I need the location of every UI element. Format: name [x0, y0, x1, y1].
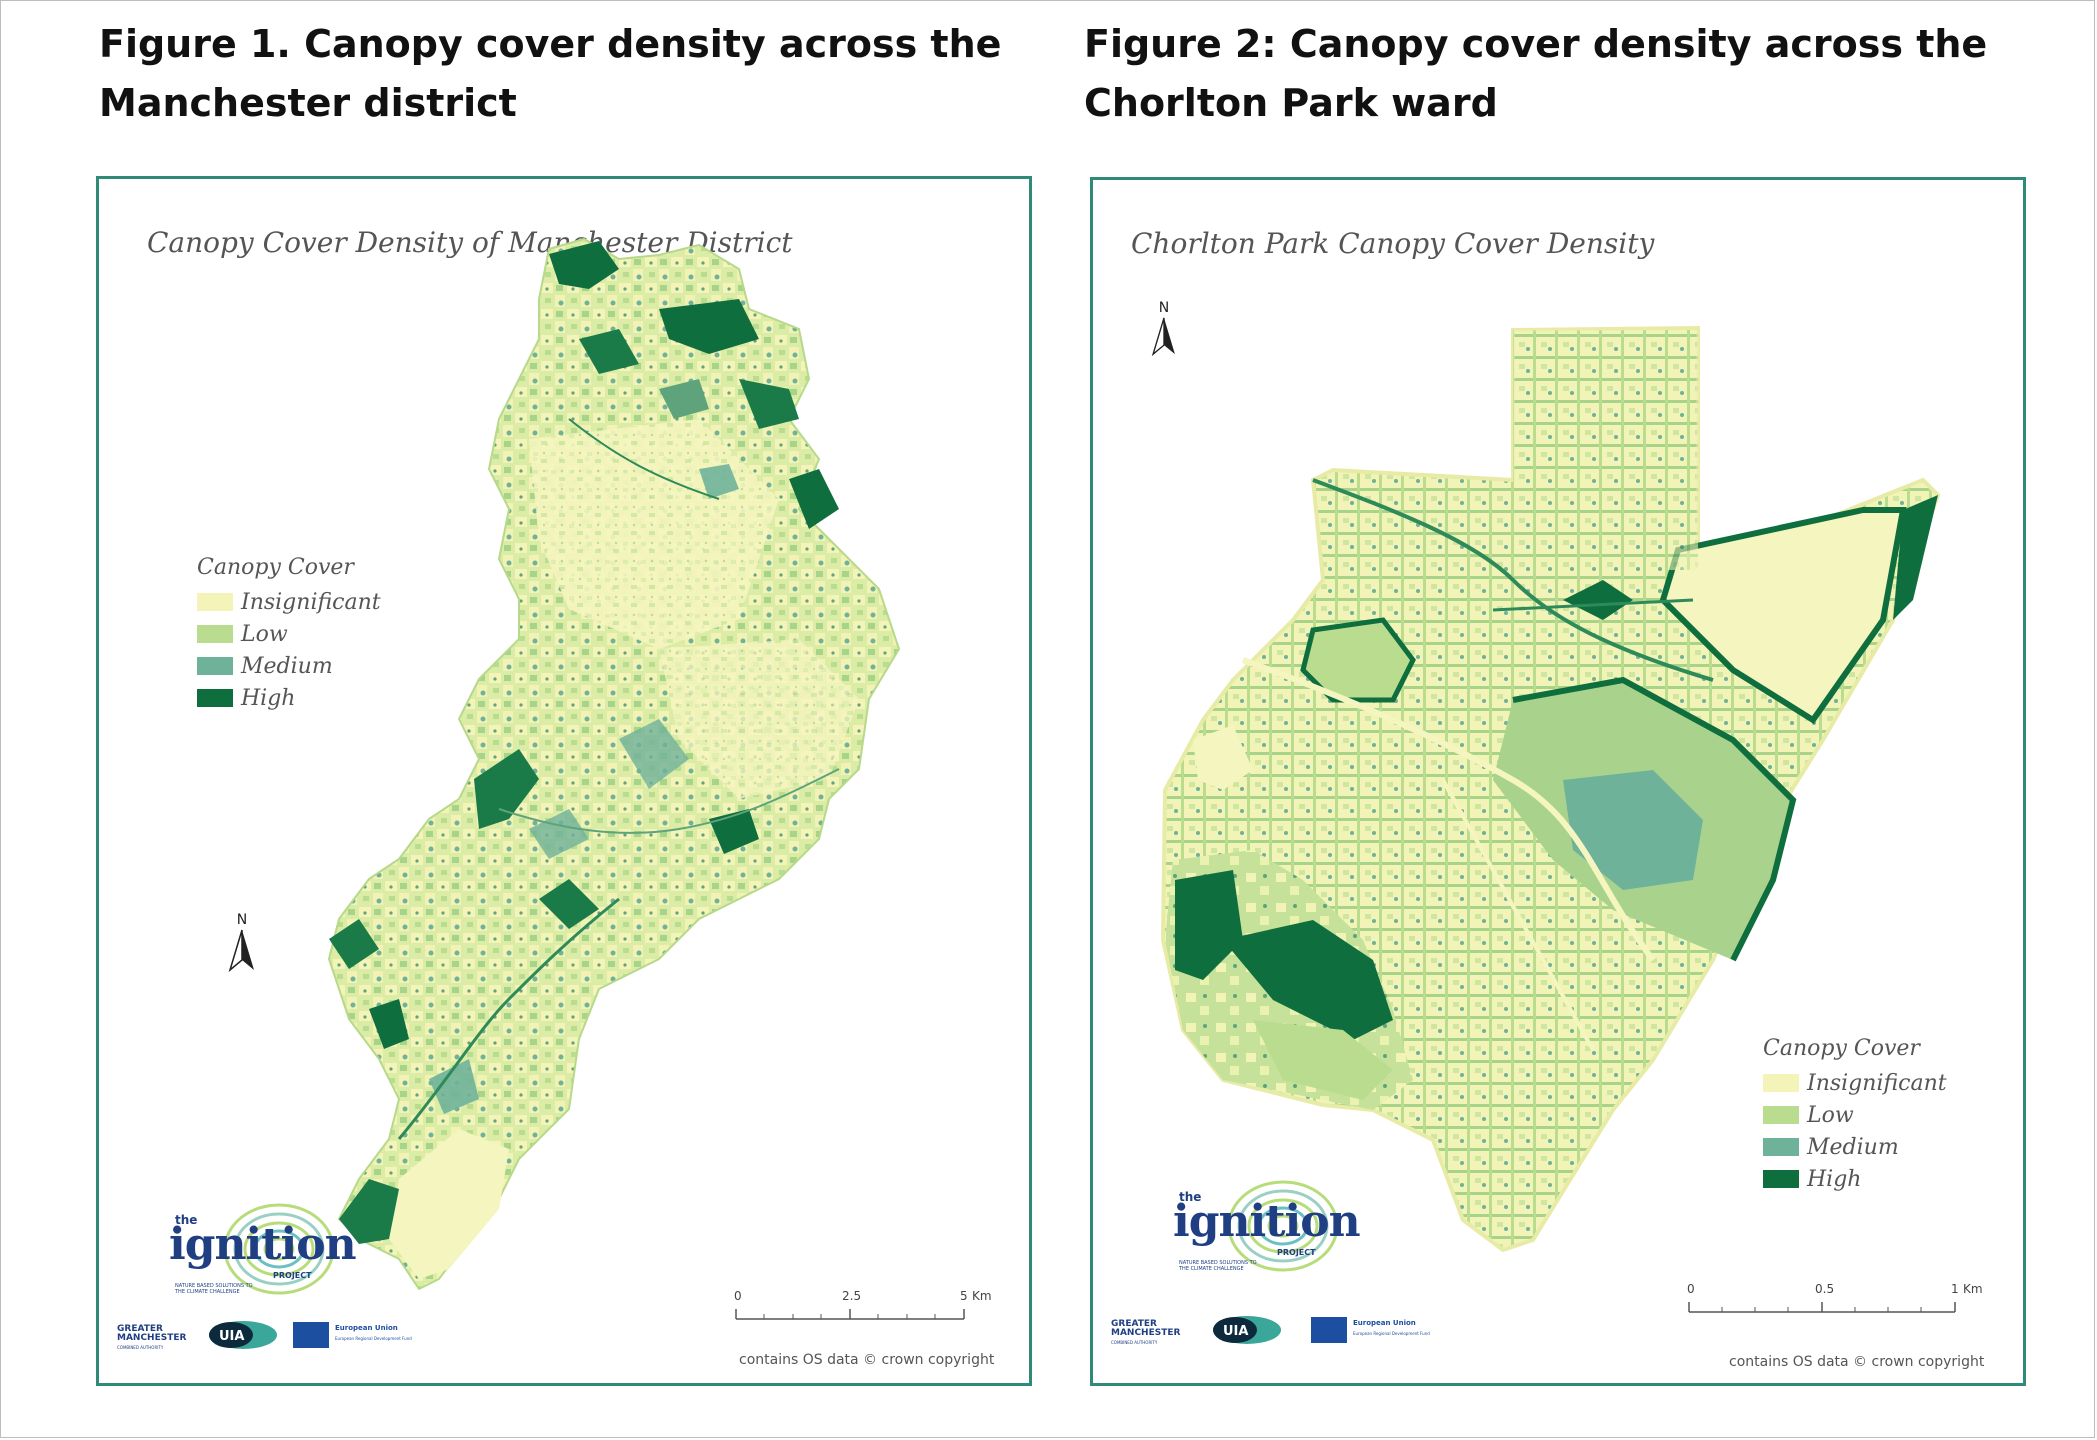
- scale-tick-0: 0: [734, 1289, 742, 1303]
- legend-item-medium: Medium: [1763, 1131, 1947, 1163]
- figure1-ignition-logo: the ignition PROJECT NATURE BASED SOLUTI…: [169, 1199, 357, 1299]
- scale-tick-0: 0: [1687, 1282, 1695, 1296]
- gm-logo-sub: COMBINED AUTHORITY: [117, 1345, 164, 1350]
- uia-logo: UIA: [209, 1321, 277, 1349]
- legend-swatch-high: [1763, 1170, 1799, 1188]
- legend-item-low: Low: [1763, 1099, 1947, 1131]
- legend-label-insignificant: Insignificant: [241, 589, 381, 615]
- legend-item-insignificant: Insignificant: [1763, 1067, 1947, 1099]
- legend-swatch-high: [197, 689, 233, 707]
- figure2-ignition-logo: the ignition PROJECT NATURE BASED SOLUTI…: [1173, 1176, 1361, 1276]
- legend-item-medium: Medium: [197, 650, 381, 682]
- figure2-map-title: Chorlton Park Canopy Cover Density: [1131, 227, 1655, 260]
- scale-unit: Km: [972, 1289, 992, 1303]
- figure1-heading: Figure 1. Canopy cover density across th…: [99, 15, 1019, 133]
- north-arrow-icon: [1151, 317, 1175, 356]
- figure1-heading-line2: Manchester district: [99, 81, 517, 125]
- north-arrow-icon: [228, 929, 254, 972]
- figure2-heading-line2: Chorlton Park ward: [1084, 81, 1498, 125]
- north-label: N: [1158, 300, 1170, 316]
- gm-logo-line1: GREATER: [1111, 1319, 1157, 1329]
- figure1-legend-title: Canopy Cover: [197, 555, 354, 580]
- eu-logo-sub: European Regional Development Fund: [335, 1336, 412, 1341]
- figure1-credit: contains OS data © crown copyright: [739, 1352, 995, 1368]
- gm-logo-sub: COMBINED AUTHORITY: [1111, 1340, 1158, 1345]
- scale-bar-graphic: [1688, 1302, 1956, 1313]
- scale-bar-graphic: [735, 1309, 965, 1320]
- figure1-scale-bar: 0 2.5 5 Km: [734, 1289, 1004, 1329]
- eu-logo-title: European Union: [335, 1324, 398, 1332]
- figure2-heading-line1: Figure 2: Canopy cover density across th…: [1084, 22, 1988, 66]
- legend-swatch-insignificant: [1763, 1074, 1799, 1092]
- ignition-project: PROJECT: [273, 1271, 312, 1280]
- ignition-the: the: [1179, 1190, 1202, 1204]
- uia-text: UIA: [219, 1329, 244, 1344]
- figure2-heading: Figure 2: Canopy cover density across th…: [1084, 15, 2004, 133]
- legend-label-low: Low: [241, 621, 288, 647]
- legend-label-medium: Medium: [241, 653, 333, 679]
- legend-label-high: High: [1807, 1166, 1862, 1192]
- gm-logo-line1: GREATER: [117, 1324, 163, 1334]
- eu-logo-title: European Union: [1353, 1319, 1416, 1327]
- legend-swatch-insignificant: [197, 593, 233, 611]
- figure1-map-frame: Canopy Cover Density of Manchester Distr…: [96, 176, 1032, 1386]
- legend-item-insignificant: Insignificant: [197, 586, 381, 618]
- uia-text: UIA: [1223, 1324, 1248, 1339]
- scale-unit: Km: [1963, 1282, 1983, 1296]
- scale-tick-mid: 2.5: [842, 1289, 862, 1303]
- legend-item-low: Low: [197, 618, 381, 650]
- figure2-legend-title: Canopy Cover: [1763, 1036, 1920, 1061]
- legend-label-medium: Medium: [1807, 1134, 1899, 1160]
- legend-item-high: High: [1763, 1163, 1947, 1195]
- figure1-partner-logos: GREATER MANCHESTER COMBINED AUTHORITY UI…: [117, 1319, 417, 1355]
- eu-flag-icon: [1311, 1317, 1347, 1343]
- uia-logo: UIA: [1213, 1316, 1281, 1344]
- scale-tick-end: 5: [960, 1289, 968, 1303]
- figure2-scale-bar: 0 0.5 1 Km: [1687, 1282, 1987, 1322]
- chorlton-park-map: [1160, 325, 1941, 1253]
- legend-item-high: High: [197, 682, 381, 714]
- eu-flag-icon: [293, 1322, 329, 1348]
- eu-logo-sub: European Regional Development Fund: [1353, 1331, 1430, 1336]
- gm-logo-line2: MANCHESTER: [1111, 1328, 1181, 1338]
- ignition-the: the: [175, 1213, 198, 1227]
- figure2-legend: Canopy Cover Insignificant Low Medium Hi…: [1763, 1036, 1947, 1195]
- figure1-north-arrow: N: [227, 912, 257, 972]
- legend-swatch-medium: [197, 657, 233, 675]
- ignition-wordmark: ignition: [169, 1219, 357, 1270]
- figure2-map-frame: Chorlton Park Canopy Cover Density: [1090, 177, 2026, 1386]
- scale-tick-mid: 0.5: [1815, 1282, 1835, 1296]
- fingerprint-icon: [223, 1203, 335, 1295]
- ignition-project: PROJECT: [1277, 1248, 1316, 1257]
- manchester-district-map: [327, 237, 901, 1291]
- legend-label-high: High: [241, 685, 296, 711]
- north-label: N: [236, 912, 248, 928]
- figure1-legend: Canopy Cover Insignificant Low Medium Hi…: [197, 555, 381, 714]
- figure2-partner-logos: GREATER MANCHESTER COMBINED AUTHORITY UI…: [1111, 1314, 1451, 1350]
- ignition-tagline: NATURE BASED SOLUTIONS TO THE CLIMATE CH…: [1179, 1260, 1257, 1272]
- legend-label-low: Low: [1807, 1102, 1854, 1128]
- ignition-wordmark: ignition: [1173, 1196, 1361, 1247]
- figure1-heading-line1: Figure 1. Canopy cover density across th…: [99, 22, 1002, 66]
- ignition-tagline: NATURE BASED SOLUTIONS TO THE CLIMATE CH…: [175, 1283, 253, 1295]
- legend-swatch-medium: [1763, 1138, 1799, 1156]
- figure2-credit: contains OS data © crown copyright: [1729, 1354, 1985, 1370]
- legend-swatch-low: [197, 625, 233, 643]
- scale-tick-end: 1: [1951, 1282, 1959, 1296]
- legend-label-insignificant: Insignificant: [1807, 1070, 1947, 1096]
- gm-logo-line2: MANCHESTER: [117, 1333, 187, 1343]
- figure2-north-arrow: N: [1149, 300, 1179, 356]
- fingerprint-icon: [1227, 1180, 1339, 1272]
- legend-swatch-low: [1763, 1106, 1799, 1124]
